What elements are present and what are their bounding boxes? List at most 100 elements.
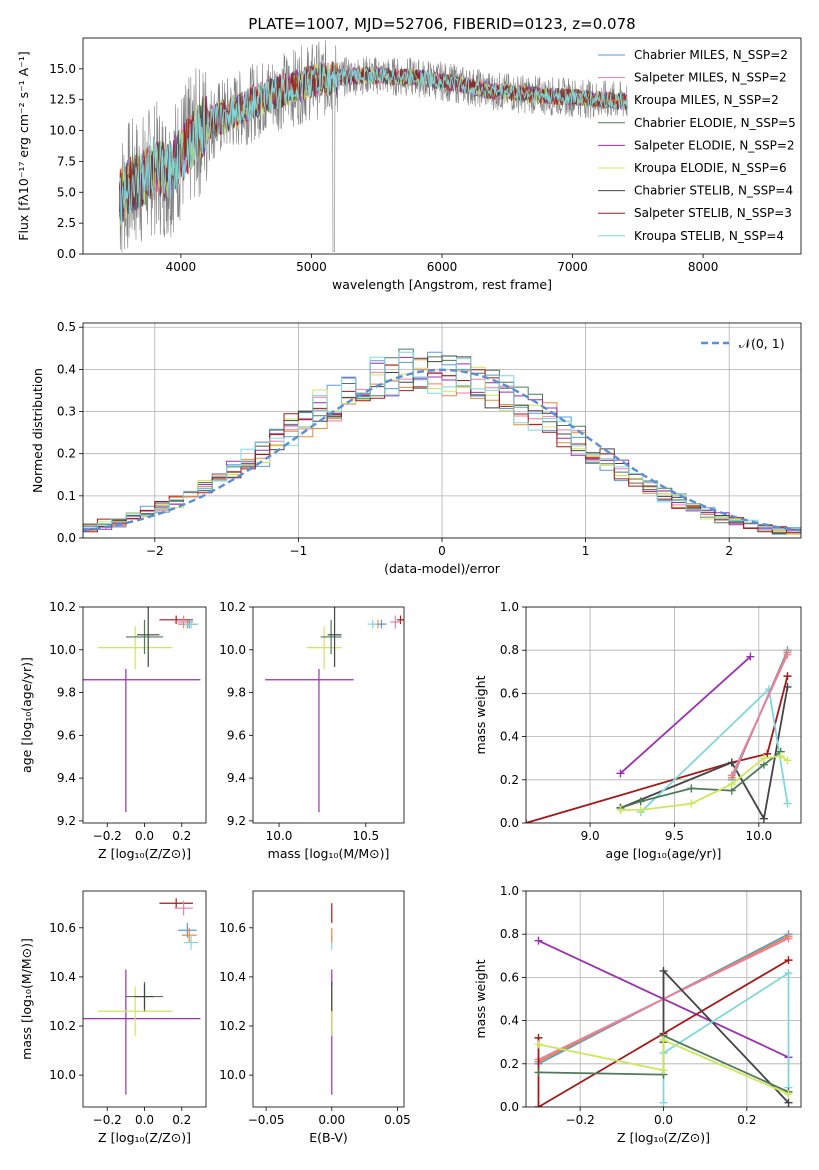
weight-point-marker [784,1098,793,1107]
weight-point-marker [636,806,645,815]
y-tick-label: 0.2 [500,1057,519,1071]
weight-point-marker [687,784,696,793]
legend-entry: Salpeter ELODIE, N_SSP=2 [634,138,795,152]
errorbar-point [306,626,342,670]
errorbar-point [83,669,201,813]
errorbar-point [183,935,199,950]
legend-entry: Chabrier STELIB, N_SSP=4 [634,184,793,198]
x-tick-label: 0.0 [135,829,154,843]
y-tick-label: 10.2 [49,600,76,614]
weight-point-marker [616,806,625,815]
weight-series-line [620,750,782,809]
y-tick-label: 1.0 [500,884,519,898]
errorbar-point [83,969,201,1095]
y-tick-label: 0.8 [500,927,519,941]
y-tick-label: 10.0 [219,1068,246,1082]
y-tick-label: 10.6 [219,921,246,935]
weight-series-line [620,686,789,822]
y-tick-label: 10.4 [49,970,76,984]
y-tick-label: 0.3 [57,405,76,419]
plot-frame [82,606,207,824]
y-tick-label: 15.0 [49,62,76,76]
plot-frame [252,606,405,824]
plot-frame [525,890,802,1108]
x-tick-label: 0.0 [135,1113,154,1127]
y-tick-label: 1.0 [500,600,519,614]
axes: 10.0 10.5 9.2 9.4 9.6 9.8 10.0 10.2 mass [log₁₀(… [219,600,389,861]
weight-vs-age-panel: 9.0 9.5 10.0 0.0 0.2 0.4 0.6 0.8 1.0 age [log₁₀(a… [473,600,802,861]
weight-series-line [640,687,789,813]
legend-entry: Kroupa STELIB, N_SSP=4 [634,229,784,243]
weight-point-marker [746,652,755,661]
y-tick-label: 10.0 [49,1068,76,1082]
errorbar-point [390,615,401,629]
weight-point-marker [659,1036,668,1045]
mass-vs-ebv-panel: −0.05 0.00 0.05 10.0 10.2 10.4 10.6 E(B-V) [219,890,411,1145]
x-axis-label: Z [log₁₀(Z/Z⊙)] [98,846,191,861]
axes: 9.0 9.5 10.0 0.0 0.2 0.4 0.6 0.8 1.0 age [log₁₀(a… [500,600,772,861]
weight-point-marker [784,934,793,943]
x-tick-label: 0 [438,544,446,558]
y-tick-label: 9.8 [57,686,76,700]
errorbar-point [135,984,154,1009]
x-tick-label: 0.2 [172,829,191,843]
weight-point-marker [534,936,543,945]
legend-entry: Kroupa ELODIE, N_SSP=6 [634,161,787,175]
y-tick-label: 0.4 [500,1014,519,1028]
legend-entry: Chabrier MILES, N_SSP=2 [634,48,788,62]
y-tick-label: 0.0 [57,247,76,261]
weight-point-marker [534,1040,543,1049]
x-axis-label: Z [log₁₀(Z/Z⊙)] [98,1130,191,1145]
y-tick-label: 10.2 [219,600,246,614]
weight-point-marker [727,771,736,780]
weight-point-marker [687,799,696,808]
plot-frame [82,890,207,1108]
y-tick-label: 9.4 [227,771,246,785]
x-tick-label: 1 [582,544,590,558]
age-vs-metallicity-panel: −0.2 0.0 0.2 9.2 9.4 9.6 9.8 10.0 10.2 Z [log₁₀(Z… [19,600,207,861]
legend-entry: Kroupa MILES, N_SSP=2 [634,93,779,107]
y-axis-label: mass weight [473,959,488,1038]
plot-area [83,323,801,538]
legend-entry: Chabrier ELODIE, N_SSP=5 [634,116,796,130]
plot-frame [82,37,802,255]
y-tick-label: 10.0 [49,643,76,657]
y-tick-label: 0.8 [500,643,519,657]
y-tick-label: 0.2 [57,447,76,461]
y-tick-label: 9.4 [57,771,76,785]
errorbar-point [183,619,199,629]
errorbar-point [174,900,193,916]
axes: −0.2 0.0 0.2 9.2 9.4 9.6 9.8 10.0 10.2 Z [log₁₀(Z… [49,600,191,861]
y-tick-label: 0.0 [500,1100,519,1114]
weight-point-marker [763,749,772,758]
y-tick-label: 9.6 [57,728,76,742]
legend-entry: 𝒩(0, 1) [739,336,785,351]
observed-spectrum-line [119,40,628,253]
axes: 4000 5000 6000 7000 8000 0.0 2.5 5.0 7.5 10.0 12.5… [49,62,718,292]
x-tick-label: −1 [290,544,308,558]
y-axis-label: Normed distribution [30,368,45,493]
y-tick-label: 0.6 [500,686,519,700]
weight-point-marker [616,769,625,778]
errorbar-point [97,986,173,1036]
y-tick-label: 0.4 [500,730,519,744]
y-tick-label: 0.2 [500,773,519,787]
errorbar-point [125,619,164,655]
weight-point-marker [636,797,645,806]
x-tick-label: 0.00 [318,1113,345,1127]
x-axis-label: E(B-V) [309,1130,348,1145]
y-tick-label: 5.0 [57,185,76,199]
y-axis-label: Flux [fλ10⁻¹⁷ erg cm⁻² s⁻¹ A⁻¹] [16,51,31,240]
weight-point-marker [784,956,793,965]
x-tick-label: 9.5 [665,829,684,843]
age-vs-mass-panel: 10.0 10.5 9.2 9.4 9.6 9.8 10.0 10.2 mass [log₁₀(… [219,600,405,861]
plot-frame [82,322,802,539]
weight-point-marker [534,1103,543,1107]
y-axis-label: mass [log₁₀(M/M⊙)] [19,938,34,1060]
weight-point-marker [776,752,785,761]
y-tick-label: 10.6 [49,921,76,935]
weight-point-marker [784,1090,793,1099]
weight-point-marker [783,682,792,691]
axes: −0.05 0.00 0.05 10.0 10.2 10.4 10.6 E(B-V) [219,921,411,1145]
y-tick-label: 0.5 [57,320,76,334]
